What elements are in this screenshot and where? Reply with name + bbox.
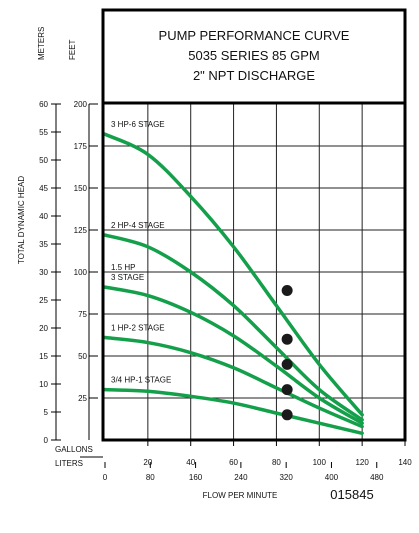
y-feet-tick-label-25: 25 [78, 394, 87, 403]
y-feet-tick-label-100: 100 [74, 268, 88, 277]
operating-point-1-hp-2-stage [281, 384, 293, 396]
x-axis-label: FLOW PER MINUTE [203, 491, 278, 500]
operating-point-1-5-hp-3-stage [281, 358, 293, 370]
grid [103, 104, 405, 440]
x-liter-tick-label-160: 160 [189, 473, 203, 482]
x-liter-ticks: 0 80 160 240 320 400 480 [103, 462, 384, 482]
operating-point-3-4-hp-1-stage [281, 409, 293, 421]
y-meter-tick-label-40: 40 [39, 212, 48, 221]
x-gallon-tick-label-120: 120 [355, 458, 369, 467]
y-meter-tick-label-55: 55 [39, 128, 48, 137]
title-line-1: PUMP PERFORMANCE CURVE [159, 28, 350, 43]
y-axis-label: TOTAL DYNAMIC HEAD [17, 176, 26, 265]
y-meter-tick-label-35: 35 [39, 240, 48, 249]
operating-point-2-hp-4-stage [281, 333, 293, 345]
feet-label: FEET [68, 39, 77, 60]
y-meter-ticks: 0 5 10 15 20 25 30 35 40 45 50 55 60 [39, 100, 61, 445]
curve-3-hp-6-stage [103, 132, 364, 417]
y-meter-tick-label-60: 60 [39, 100, 48, 109]
title-frame [101, 8, 407, 105]
y-meter-tick-label-10: 10 [39, 380, 48, 389]
curve-1-hp-2-stage [103, 335, 364, 429]
operating-points [281, 284, 293, 421]
x-gallon-ticks: 20 40 60 80 100 120 140 [143, 440, 412, 467]
x-liter-tick-label-240: 240 [234, 473, 248, 482]
curves [103, 132, 364, 436]
x-gallon-tick-label-40: 40 [186, 458, 195, 467]
y-feet-ticks: 25 50 75 100 125 150 175 200 [74, 100, 98, 403]
y-feet-tick-label-200: 200 [74, 100, 88, 109]
meters-label: METERS [37, 27, 46, 60]
x-liter-tick-label-320: 320 [279, 473, 293, 482]
curve-3-4-hp-1-stage [103, 387, 364, 436]
y-feet-tick-label-150: 150 [74, 184, 88, 193]
series-labels: 3 HP-6 STAGE 2 HP-4 STAGE 1.5 HP3 STAGE 1 H… [111, 120, 171, 384]
liters-label: LITERS [55, 459, 83, 468]
y-meter-tick-label-0: 0 [44, 436, 49, 445]
title-line-3: 2" NPT DISCHARGE [193, 68, 315, 83]
series-label-3-hp-6-stage: 3 HP-6 STAGE [111, 120, 165, 129]
y-meter-tick-label-25: 25 [39, 296, 48, 305]
curve-1-5-hp-3-stage [103, 285, 364, 425]
series-label-1-hp-2-stage: 1 HP-2 STAGE [111, 324, 165, 333]
operating-point-3-hp-6-stage [281, 284, 293, 296]
y-meter-tick-label-20: 20 [39, 324, 48, 333]
x-gallon-tick-label-80: 80 [272, 458, 281, 467]
y-meter-tick-label-50: 50 [39, 156, 48, 165]
y-feet-tick-label-75: 75 [78, 310, 87, 319]
title-line-2: 5035 SERIES 85 GPM [188, 48, 320, 63]
y-meter-tick-label-30: 30 [39, 268, 48, 277]
series-label-1-5-hp-3-stage-line-2: 3 STAGE [111, 273, 144, 282]
x-gallon-tick-label-20: 20 [143, 458, 152, 467]
y-meter-tick-label-45: 45 [39, 184, 48, 193]
y-feet-tick-label-50: 50 [78, 352, 87, 361]
series-label-1-5-hp-3-stage-line-1: 1.5 HP [111, 263, 135, 272]
x-gallon-tick-label-60: 60 [229, 458, 238, 467]
series-label-2-hp-4-stage: 2 HP-4 STAGE [111, 221, 165, 230]
curve-2-hp-4-stage [103, 233, 364, 422]
x-liter-tick-label-0: 0 [103, 473, 108, 482]
gallons-label: GALLONS [55, 445, 93, 454]
y-meter-tick-label-5: 5 [44, 408, 49, 417]
x-liter-tick-label-400: 400 [325, 473, 339, 482]
y-feet-tick-label-125: 125 [74, 226, 88, 235]
x-gallon-tick-label-100: 100 [313, 458, 327, 467]
x-liter-tick-label-480: 480 [370, 473, 384, 482]
series-label-3-4-hp-1-stage: 3/4 HP-1 STAGE [111, 376, 171, 385]
y-meter-tick-label-15: 15 [39, 352, 48, 361]
x-gallon-tick-label-140: 140 [398, 458, 412, 467]
chart-code: 015845 [330, 487, 373, 502]
plot-frame [101, 101, 407, 442]
title-box: PUMP PERFORMANCE CURVE 5035 SERIES 85 GP… [101, 8, 407, 105]
y-feet-tick-label-175: 175 [74, 142, 88, 151]
x-liter-tick-label-80: 80 [146, 473, 155, 482]
